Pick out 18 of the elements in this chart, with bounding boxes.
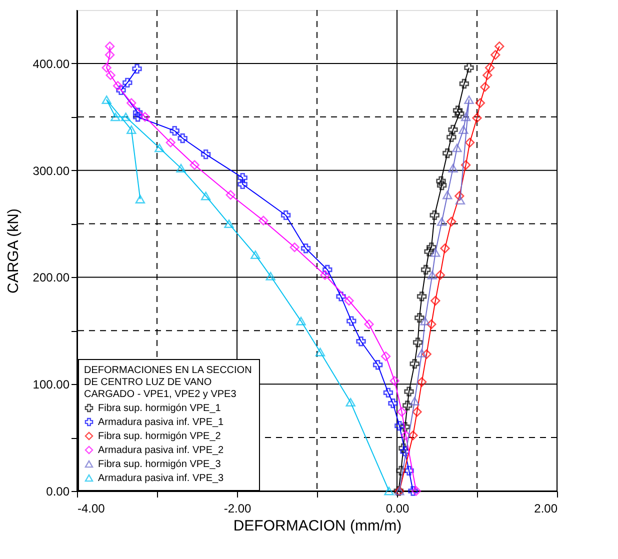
y-tick-label: 300.00: [32, 164, 70, 178]
legend-label: Armadura pasiva inf. VPE_2: [98, 445, 224, 456]
y-tick-label: 400.00: [32, 56, 70, 71]
x-tick-label: 0.00: [386, 502, 410, 516]
y-tick-label: 0.00: [46, 484, 70, 498]
x-tick-label: -2.00: [224, 502, 252, 516]
legend-label: Fibra sup. hormigón VPE_1: [98, 403, 222, 414]
y-tick-label: 200.00: [32, 270, 70, 285]
x-axis-title: DEFORMACION (mm/m): [233, 518, 402, 534]
x-tick-label: 2.00: [534, 502, 558, 516]
legend-label: Fibra sup. hormigón VPE_2: [98, 431, 222, 442]
x-tick-label: -4.00: [78, 502, 106, 516]
legend-label: Armadura pasiva inf. VPE_1: [98, 417, 224, 428]
legend-label: Armadura pasiva inf. VPE_3: [98, 473, 224, 484]
legend-label: Fibra sup. hormigón VPE_3: [98, 459, 222, 470]
legend-title: DEFORMACIONES EN LA SECCION DE CENTRO LUZ DE VANO CARGADO - VPE1, VPE2 y VPE3: [84, 365, 252, 400]
y-axis-title: CARGA (kN): [4, 208, 22, 294]
y-tick-label: 100.00: [32, 378, 70, 392]
